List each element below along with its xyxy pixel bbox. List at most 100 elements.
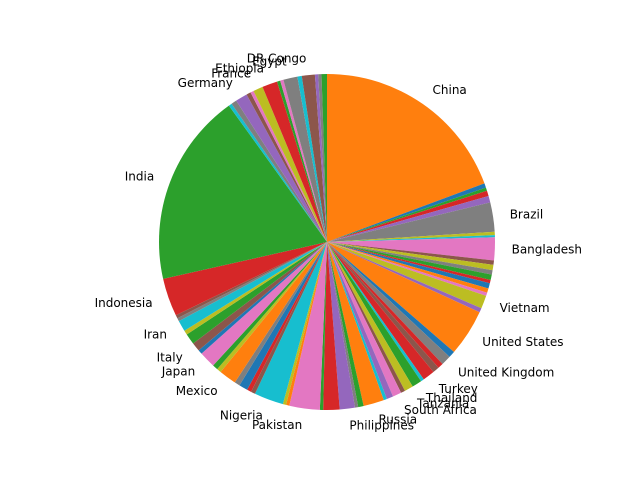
slice-unlabeled (327, 242, 443, 368)
slice-unlabeled (177, 242, 327, 322)
slice-iran (178, 242, 327, 331)
slice-egypt (283, 76, 327, 242)
slice-south-africa (327, 242, 402, 397)
slice-unlabeled (327, 242, 489, 293)
slice-label: Turkey (438, 382, 478, 396)
slice-unlabeled (286, 242, 327, 406)
slice-label: Egypt (252, 55, 287, 69)
slice-label: Italy (157, 350, 183, 364)
slice-label: Brazil (510, 208, 544, 222)
slice-label: Tanzania (416, 396, 469, 410)
slice-ethiopia (262, 81, 327, 242)
pie-labels: China Brazil Bangladesh Vietnam United State… (95, 51, 582, 432)
slice-unlabeled (282, 242, 327, 405)
slice-philippines (327, 242, 355, 410)
slice-pakistan (289, 242, 327, 410)
slice-unlabeled (327, 242, 494, 265)
slice-label: South Africa (404, 403, 477, 417)
slice-unlabeled (327, 242, 494, 271)
slice-label: Pakistan (252, 418, 302, 432)
slice-unlabeled (231, 100, 327, 242)
slice-unlabeled (327, 242, 490, 289)
slice-unlabeled (314, 74, 327, 242)
slice-label: Mexico (176, 384, 218, 398)
slice-unlabeled (198, 242, 327, 354)
slice-unlabeled (228, 103, 327, 242)
slice-china (327, 74, 485, 242)
slice-unlabeled (250, 90, 327, 242)
slice-unlabeled (327, 242, 439, 372)
slice-unlabeled (327, 242, 454, 357)
slice-russia (327, 242, 384, 406)
slice-mexico (220, 242, 327, 383)
slice-unlabeled (327, 242, 394, 399)
slice-japan (201, 242, 327, 366)
slice-unlabeled (319, 242, 327, 410)
slice-turkey (327, 242, 434, 380)
slice-unlabeled (327, 195, 491, 242)
slice-united-states (327, 242, 480, 353)
slice-unlabeled (327, 242, 405, 393)
slice-india (159, 105, 327, 279)
slice-indonesia (163, 242, 327, 316)
slice-label: United States (482, 335, 563, 349)
slice-label: France (211, 67, 251, 81)
slice-label: Nigeria (220, 408, 263, 422)
slice-unlabeled (217, 242, 327, 372)
slice-united-kingdom (327, 242, 450, 364)
slice-unlabeled (327, 242, 492, 280)
slice-bangladesh (327, 237, 495, 261)
slice-label: Thailand (425, 391, 478, 405)
slice-label: Germany (178, 76, 233, 90)
slice-unlabeled (327, 235, 495, 242)
slice-unlabeled (297, 75, 327, 242)
slice-unlabeled (327, 242, 482, 313)
slice-label: Philippines (349, 418, 414, 432)
slice-label: Indonesia (95, 296, 153, 310)
slice-unlabeled (327, 231, 495, 242)
slice-unlabeled (327, 242, 493, 275)
slice-unlabeled (321, 74, 327, 242)
slice-unlabeled (277, 80, 327, 243)
slice-unlabeled (239, 242, 327, 390)
slice-label: China (433, 83, 467, 97)
slice-dr-congo (301, 74, 327, 242)
slice-label: Russia (379, 413, 418, 427)
pie-slices (159, 74, 495, 411)
slice-unlabeled (327, 242, 364, 408)
slice-unlabeled (318, 74, 327, 242)
slice-label: Ethiopia (215, 61, 264, 75)
slice-unlabeled (280, 79, 327, 242)
slice-unlabeled (213, 242, 327, 370)
slice-unlabeled (323, 242, 340, 411)
slice-unlabeled (327, 242, 491, 284)
slice-italy (193, 242, 327, 351)
slice-germany (236, 94, 327, 242)
slice-nigeria (254, 242, 327, 405)
slice-unlabeled (251, 242, 327, 394)
slice-vietnam (327, 242, 487, 309)
slice-unlabeled (175, 242, 327, 319)
slice-unlabeled (327, 187, 487, 242)
slice-unlabeled (186, 242, 327, 344)
slice-france (253, 86, 327, 243)
slice-label: India (125, 169, 154, 183)
slice-unlabeled (247, 242, 327, 392)
slice-unlabeled (234, 242, 327, 386)
slice-unlabeled (327, 242, 387, 401)
slice-label: Bangladesh (512, 243, 582, 257)
slice-unlabeled (327, 183, 486, 242)
slice-unlabeled (327, 190, 489, 242)
slice-unlabeled (327, 242, 488, 296)
slice-label: Japan (161, 365, 195, 379)
slice-unlabeled (327, 242, 424, 382)
slice-unlabeled (327, 242, 359, 408)
slice-label: Vietnam (500, 301, 550, 315)
slice-label: Iran (144, 327, 167, 341)
slice-brazil (327, 202, 495, 242)
slice-thailand (327, 242, 422, 387)
slice-label: United Kingdom (458, 365, 554, 379)
slice-label: DR Congo (247, 51, 307, 65)
slice-tanzania (327, 242, 413, 391)
